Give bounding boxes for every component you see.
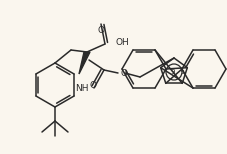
Text: 9: 9	[171, 69, 175, 75]
Text: O: O	[89, 81, 96, 90]
Text: OH: OH	[115, 38, 129, 47]
Text: NH: NH	[75, 84, 89, 93]
Text: s: s	[181, 69, 185, 75]
Polygon shape	[79, 52, 90, 74]
Text: O: O	[120, 69, 127, 77]
Text: O: O	[98, 26, 104, 35]
